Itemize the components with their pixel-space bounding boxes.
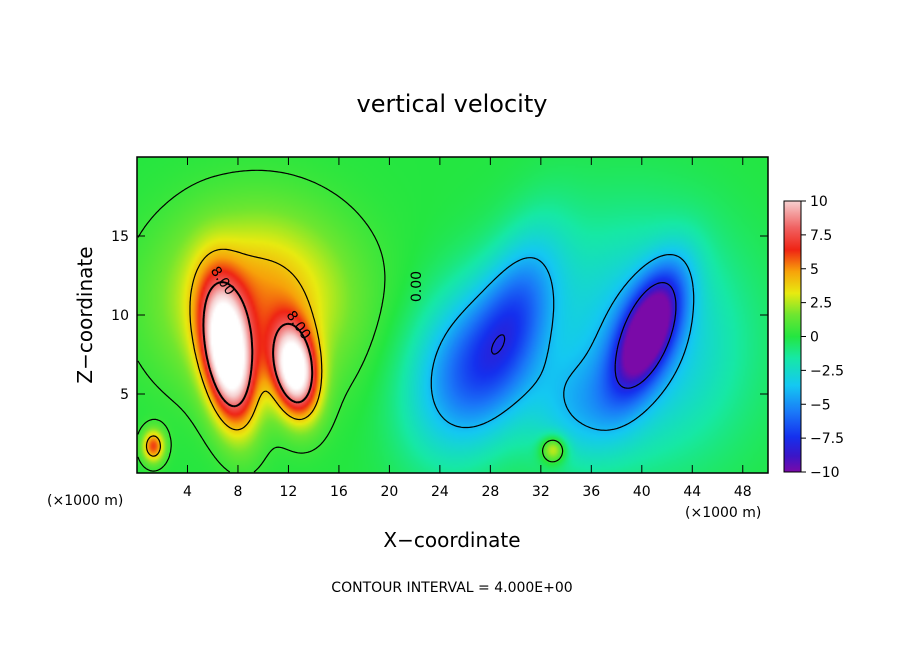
x-axis-ticks: 4 8 12 16 20 24 28 32 36 40 44 48 [183,157,752,500]
x-tick-label: 4 [183,484,192,500]
colorbar-tick-label: 5 [810,262,819,278]
contour-line [202,281,314,408]
y-axis-ticks: 5 10 15 [111,229,768,403]
x-tick-label: 28 [481,484,499,500]
colorbar-tick-label: −5 [810,397,831,413]
contour-interval-note: CONTOUR INTERVAL = 4.000E+00 [331,580,572,596]
colorbar: 10 7.5 5 2.5 0 −2.5 −5 −7.5 −10 [783,194,844,481]
colorbar-ticks: 10 7.5 5 2.5 0 −2.5 −5 −7.5 −10 [801,194,844,481]
colorbar-tick-label: −7.5 [810,431,844,447]
x-tick-label: 44 [683,484,701,500]
x-tick-label: 8 [233,484,242,500]
x-unit-left: (×1000 m) [47,493,123,509]
contour-label: 0.00 [409,271,425,302]
colorbar-tick-label: 2.5 [810,296,832,312]
x-unit-right: (×1000 m) [685,505,761,521]
contour-line [137,169,564,473]
x-tick-label: 12 [280,484,298,500]
x-tick-label: 32 [532,484,550,500]
x-tick-label: 24 [431,484,449,500]
y-tick-label: 10 [111,308,129,324]
velocity-field [137,157,768,473]
chart-title: vertical velocity [357,90,548,118]
y-tick-label: 5 [120,387,129,403]
colorbar-tick-label: −10 [810,465,840,481]
contour-line [490,282,677,389]
contour-lines [137,169,695,473]
y-tick-label: 15 [111,229,129,245]
colorbar-strip [783,200,802,473]
plot-area [137,157,768,473]
x-tick-label: 48 [734,484,752,500]
colorbar-tick-label: 10 [810,194,828,210]
contour-line [430,254,695,431]
x-tick-label: 20 [380,484,398,500]
x-tick-label: 16 [330,484,348,500]
x-tick-label: 40 [633,484,651,500]
colorbar-tick-label: −2.5 [810,363,844,379]
x-axis-title: X−coordinate [383,528,520,552]
x-tick-label: 36 [582,484,600,500]
colorbar-tick-label: 7.5 [810,228,832,244]
contour-line [145,248,323,457]
colorbar-tick-label: 0 [810,330,819,346]
y-axis-title: Z−coordinate [73,246,97,383]
